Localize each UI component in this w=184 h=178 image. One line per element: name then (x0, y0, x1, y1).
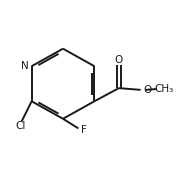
Text: O: O (115, 55, 123, 66)
Text: F: F (81, 125, 87, 135)
Text: Cl: Cl (16, 121, 26, 131)
Text: N: N (21, 61, 29, 71)
Text: CH₃: CH₃ (154, 84, 174, 94)
Text: O: O (143, 85, 152, 95)
